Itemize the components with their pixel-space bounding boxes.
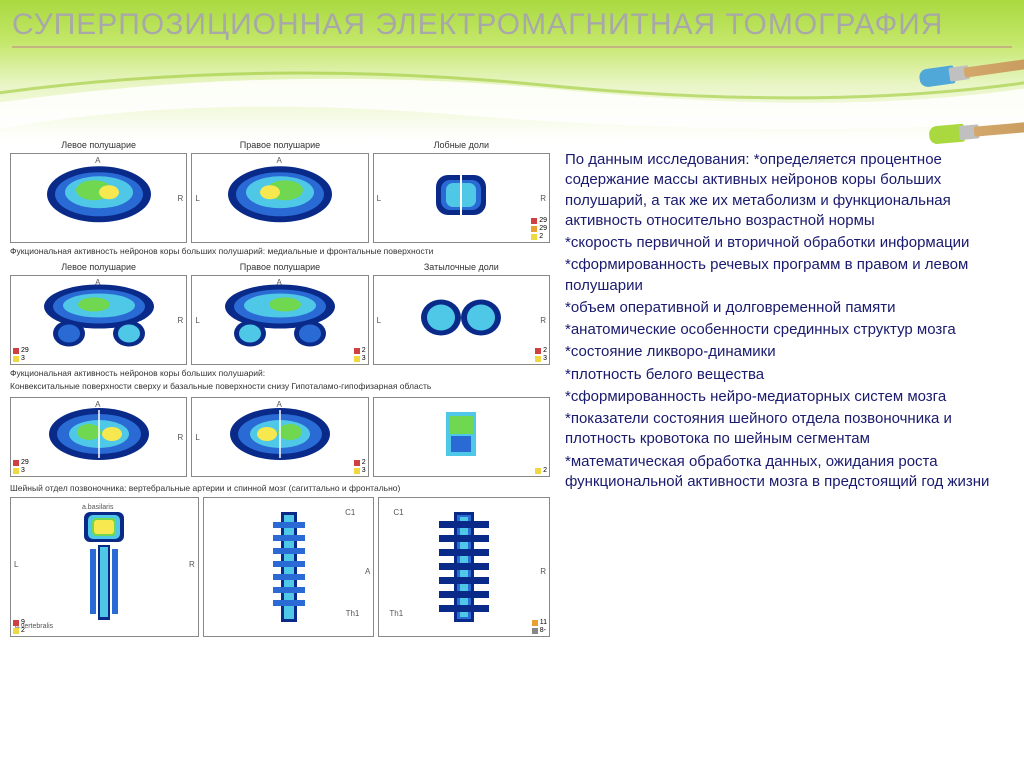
- spine-axial-icon: [64, 507, 144, 627]
- text-line: По данным исследования: *определяется пр…: [565, 150, 1014, 231]
- scan-legend: 2 3: [354, 347, 366, 362]
- text-line: *сформированность нейро-медиаторных сист…: [565, 387, 1014, 407]
- scan-box: LR 2 3: [373, 275, 550, 365]
- brain-frontal-icon: [426, 165, 496, 225]
- scan-legend: 2 3: [354, 459, 366, 474]
- brain-occipital-icon: [416, 293, 506, 343]
- brain-axial-icon: [225, 404, 335, 464]
- scan-legend: 29 3: [13, 459, 29, 474]
- text-line: *математическая обработка данных, ожидан…: [565, 452, 1014, 493]
- brain-coronal-icon: [215, 282, 345, 352]
- text-line: *плотность белого вещества: [565, 365, 1014, 385]
- content-area: Левое полушарие AR Правое полушарие: [10, 140, 1014, 757]
- brain-sagittal-icon: [220, 162, 340, 227]
- scan-label: Правое полушарие: [191, 262, 368, 273]
- scan-box: AR 29 3: [10, 275, 187, 365]
- text-line: *объем оперативной и долговременной памя…: [565, 298, 1014, 318]
- scan-label: Лобные доли: [373, 140, 550, 151]
- scan-box: AL: [191, 153, 368, 243]
- scans-panel: Левое полушарие AR Правое полушарие: [10, 140, 550, 757]
- scan-box: AR 29 3: [10, 397, 187, 477]
- scan-legend: 11 8-: [532, 619, 547, 634]
- scan-box: a.basilaris a.vertebralis LR: [10, 497, 199, 637]
- scan-row-2: Левое полушарие AR: [10, 262, 550, 391]
- brain-coronal-icon: [34, 282, 164, 352]
- scan-caption: Фукциональная активность нейронов коры б…: [10, 246, 550, 256]
- scan-legend: 2: [535, 467, 547, 474]
- text-line: *состояние ликворо-динамики: [565, 342, 1014, 362]
- scan-legend: 2 3: [535, 347, 547, 362]
- scan-label: Левое полушарие: [10, 140, 187, 151]
- text-line: *показатели состояния шейного отдела поз…: [565, 409, 1014, 450]
- brain-axial-icon: [44, 404, 154, 464]
- page-title: СУПЕРПОЗИЦИОННАЯ ЭЛЕКТРОМАГНИТНАЯ ТОМОГР…: [12, 8, 1012, 48]
- scan-label: Левое полушарие: [10, 262, 187, 273]
- scan-box: 2: [373, 397, 550, 477]
- spine-frontal-icon: [429, 507, 499, 627]
- brain-sagittal-icon: [39, 162, 159, 227]
- scan-legend: 29 3: [13, 347, 29, 362]
- scan-label: Правое полушарие: [191, 140, 368, 151]
- text-line: *сформированность речевых программ в пра…: [565, 255, 1014, 296]
- scan-legend: 9 2: [13, 619, 25, 634]
- scan-box: LR 29 29 2: [373, 153, 550, 243]
- text-panel: По данным исследования: *определяется пр…: [565, 140, 1014, 757]
- scan-caption: Конвекситальные поверхности сверху и баз…: [10, 381, 550, 391]
- scan-box: C1 Th1 A: [203, 497, 375, 637]
- scan-row-1: Левое полушарие AR Правое полушарие: [10, 140, 550, 256]
- spine-sagittal-icon: [259, 507, 319, 627]
- hypothalamus-icon: [431, 404, 491, 464]
- scan-box: C1 Th1 R: [378, 497, 550, 637]
- scan-row-4: Шейный отдел позвоночника: вертебральные…: [10, 483, 550, 637]
- scan-row-3: AR 29 3: [10, 397, 550, 477]
- text-line: *анатомические особенности срединных стр…: [565, 320, 1014, 340]
- scan-box: AL 2 3: [191, 275, 368, 365]
- scan-legend: 29 29 2: [531, 217, 547, 240]
- scan-box: AL 2 3: [191, 397, 368, 477]
- scan-caption: Фукциональная активность нейронов коры б…: [10, 368, 550, 378]
- scan-label: Затылочные доли: [373, 262, 550, 273]
- scan-box: AR: [10, 153, 187, 243]
- scan-caption: Шейный отдел позвоночника: вертебральные…: [10, 483, 550, 493]
- text-line: *скорость первичной и вторичной обработк…: [565, 233, 1014, 253]
